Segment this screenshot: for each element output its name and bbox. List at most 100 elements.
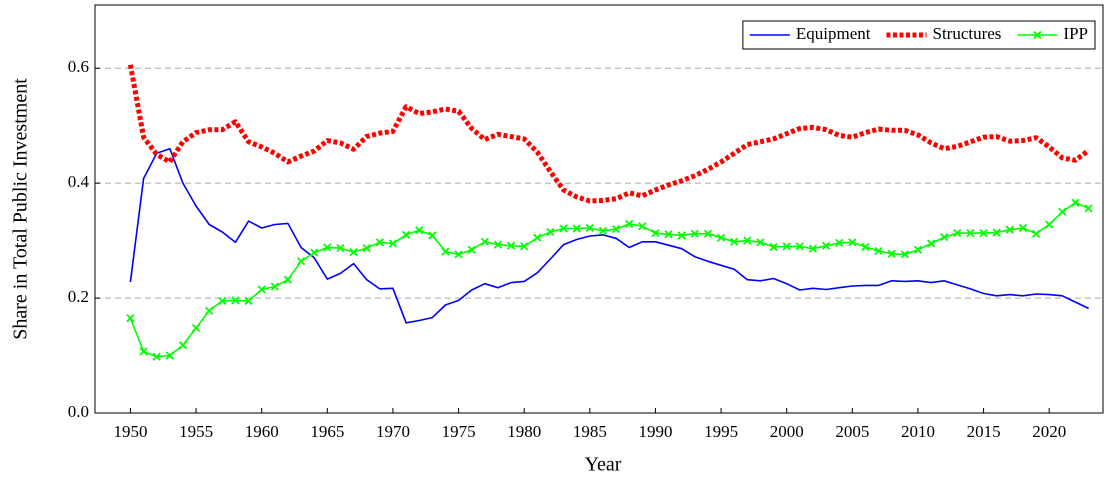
y-tick-label: 0.6 [68,57,89,76]
point-marker [244,296,253,306]
x-tick-label: 2015 [967,422,1001,441]
point-marker [585,223,594,233]
point-marker [126,314,135,323]
point-marker [861,242,870,252]
legend-label: Equipment [796,24,871,43]
point-marker [533,233,542,242]
point-marker [362,243,371,253]
plot-frame [94,4,1104,414]
point-marker [795,242,804,251]
point-marker [703,229,713,238]
point-marker [454,250,463,259]
point-marker [218,296,227,306]
point-marker [415,226,424,235]
point-marker [283,275,293,284]
point-marker [913,245,923,254]
x-tick-label: 1955 [179,422,213,441]
point-marker [467,245,476,254]
point-marker [310,248,319,257]
point-marker [611,224,621,234]
series-line [127,64,1091,204]
point-marker [835,238,844,248]
point-marker [401,230,411,239]
y-axis-label: Share in Total Public Investment [10,78,32,340]
x-tick-label: 1950 [113,422,147,441]
point-marker [598,226,608,235]
y-tick-label: 0.2 [68,287,89,306]
point-marker [730,237,739,246]
point-marker [231,296,240,305]
point-marker [178,341,188,350]
x-tick-label: 1995 [704,422,738,441]
point-marker [349,247,358,257]
x-tick-label: 1990 [638,422,672,441]
x-tick-label: 2020 [1032,422,1066,441]
point-marker [506,241,516,250]
point-marker [638,222,647,231]
point-marker [375,238,384,247]
point-marker [1018,223,1028,233]
point-marker [480,237,489,246]
x-tick-label: 2005 [835,422,869,441]
point-marker [441,247,450,256]
point-marker [808,244,818,253]
x-tick-label: 1985 [573,422,607,441]
point-marker [388,239,398,248]
point-marker [572,224,581,233]
point-marker [821,241,831,250]
point-marker [900,250,909,259]
point-marker [1084,204,1093,213]
point-marker [716,233,726,242]
x-tick-label: 1970 [376,422,410,441]
x-tick-label: 2000 [770,422,804,441]
point-marker [966,228,975,238]
point-marker [191,323,201,333]
legend-marker [1033,30,1042,40]
point-marker [690,229,699,238]
series-line [129,201,1089,358]
point-marker [979,228,988,238]
point-marker [1005,225,1014,234]
point-marker [165,351,174,360]
legend-label: IPP [1063,24,1088,43]
point-marker [520,242,529,251]
point-marker [546,227,555,237]
point-marker [336,243,345,253]
point-marker [664,230,673,239]
x-axis-label: Year [585,454,622,476]
x-tick-label: 2010 [901,422,935,441]
point-marker [743,236,752,245]
point-marker [205,306,214,315]
point-marker [1058,207,1067,217]
point-marker [992,228,1001,237]
point-marker [270,282,279,291]
y-tick-label: 0.0 [68,402,89,421]
point-marker [152,352,161,361]
point-marker [1045,220,1054,229]
point-marker [296,257,306,266]
point-marker [940,233,949,242]
point-marker [848,238,857,247]
point-marker [257,285,266,294]
point-marker [323,243,332,252]
point-marker [953,228,962,238]
x-tick-label: 1960 [245,422,279,441]
point-marker [887,249,896,258]
y-tick-label: 0.4 [68,172,90,191]
x-tick-label: 1965 [310,422,344,441]
point-marker [139,347,148,356]
legend-label: Structures [932,24,1001,43]
point-marker [874,246,883,256]
point-marker [782,242,791,251]
point-marker [769,242,778,252]
series-line [129,147,1089,324]
point-marker [559,224,568,233]
point-marker [493,240,503,249]
point-marker [651,228,660,238]
legend: Equipment Structures IPP [742,20,1096,50]
point-marker [756,238,765,247]
x-tick-label: 1980 [507,422,541,441]
point-marker [1031,229,1041,238]
x-tick-label: 1975 [442,422,476,441]
